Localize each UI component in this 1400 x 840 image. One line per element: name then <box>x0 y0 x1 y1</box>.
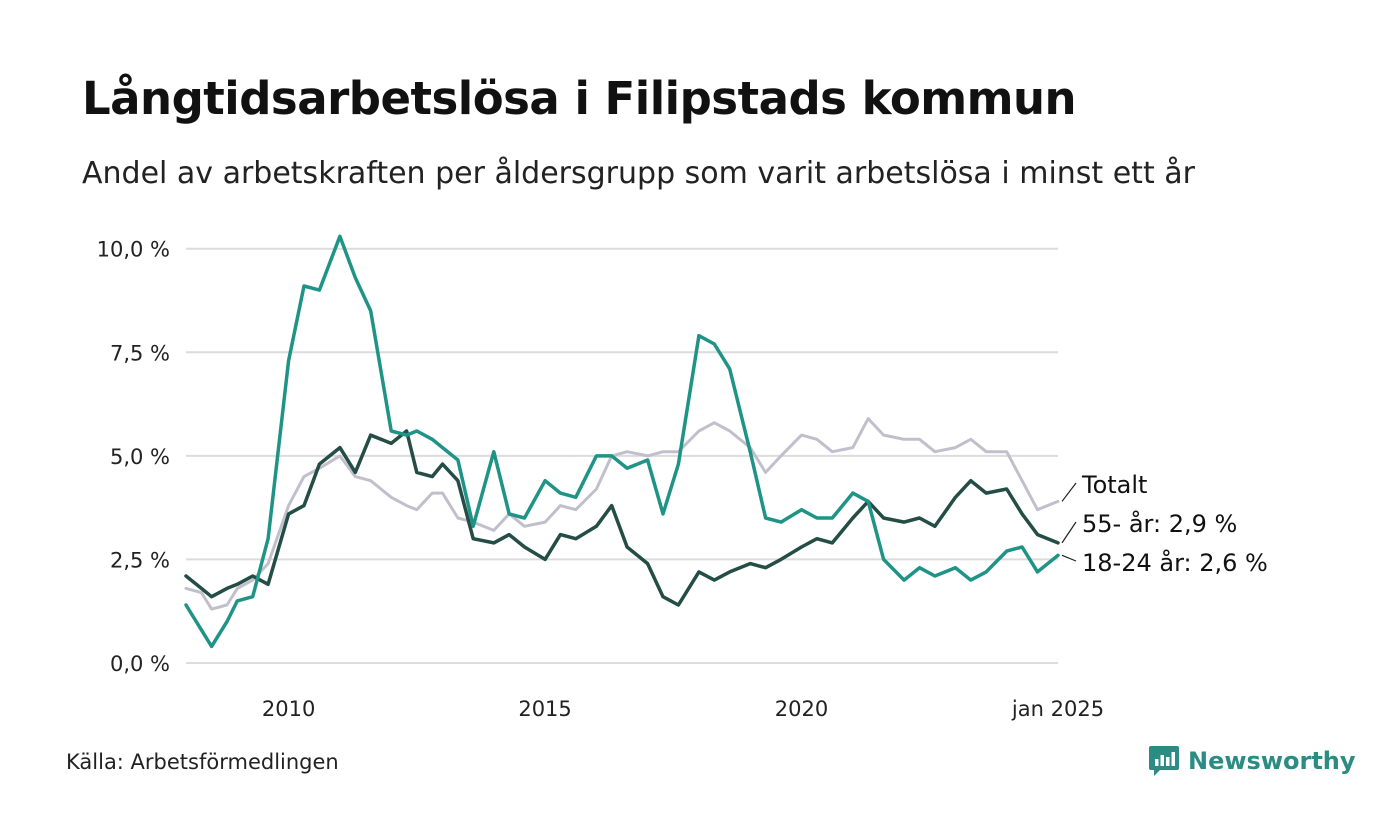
series-line-18-24-r <box>184 234 1060 649</box>
gridlines <box>186 247 1058 664</box>
label-leader-line <box>1061 482 1077 502</box>
x-tick-label: jan 2025 <box>1011 697 1104 721</box>
x-axis-ticks: 2010 2015 2020 jan 2025 <box>262 697 1104 721</box>
source-note: Källa: Arbetsförmedlingen <box>66 750 339 774</box>
series-end-label: 18-24 år: 2,6 % <box>1082 548 1268 577</box>
newsworthy-logo-icon <box>1149 746 1179 776</box>
series-line-55-r <box>184 429 1060 607</box>
series-end-label: 55- år: 2,9 % <box>1082 509 1237 538</box>
x-tick-label: 2015 <box>518 697 571 721</box>
series-end-labels: Totalt 55- år: 2,9 % 18-24 år: 2,6 % <box>1061 471 1268 577</box>
series-lines <box>184 234 1060 649</box>
y-tick-label: 5,0 % <box>110 445 170 469</box>
y-tick-label: 10,0 % <box>97 238 170 262</box>
label-leader-line <box>1061 521 1077 544</box>
y-axis-ticks: 0,0 % 2,5 % 5,0 % 7,5 % 10,0 % <box>97 238 170 676</box>
brand-name: Newsworthy <box>1188 747 1356 775</box>
label-leader-line <box>1061 554 1077 562</box>
chart-subtitle: Andel av arbetskraften per åldersgrupp s… <box>82 156 1195 191</box>
brand-logo: Newsworthy <box>1148 744 1356 778</box>
x-tick-label: 2010 <box>262 697 315 721</box>
series-end-label: Totalt <box>1081 471 1147 499</box>
y-tick-label: 0,0 % <box>110 652 170 676</box>
x-tick-label: 2020 <box>775 697 828 721</box>
chart-title: Långtidsarbetslösa i Filipstads kommun <box>82 72 1077 125</box>
y-tick-label: 2,5 % <box>110 548 170 572</box>
y-tick-label: 7,5 % <box>110 341 170 365</box>
series-line-totalt <box>184 417 1060 611</box>
